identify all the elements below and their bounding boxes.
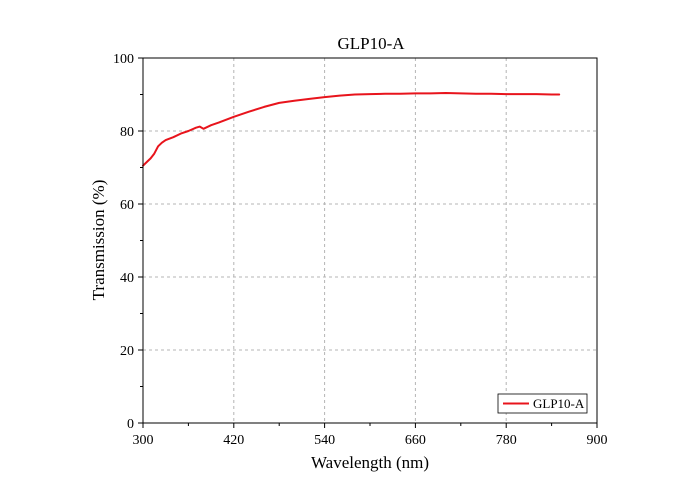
series-layer — [142, 92, 561, 167]
y-tick-label: 80 — [120, 125, 134, 140]
chart-title: GLP10-A — [337, 34, 405, 53]
legend: GLP10-A — [497, 393, 588, 414]
x-tick-label: 780 — [496, 433, 517, 448]
x-tick-label: 420 — [223, 433, 244, 448]
y-tick-label: 0 — [127, 417, 134, 432]
y-tick-label: 20 — [120, 344, 134, 359]
x-tick-label: 660 — [405, 433, 426, 448]
x-axis-title: Wavelength (nm) — [311, 453, 429, 472]
x-tick-label: 540 — [314, 433, 335, 448]
plot-frame — [142, 57, 598, 424]
y-axis-title: Transmission (%) — [89, 180, 108, 301]
y-tick-label: 40 — [120, 271, 134, 286]
y-tick-label: 60 — [120, 198, 134, 213]
ticks: 300 420 540 660 780 900 0 20 40 60 80 100 — [113, 52, 608, 448]
legend-box — [497, 393, 588, 414]
x-tick-label: 900 — [587, 433, 608, 448]
series-line — [142, 92, 561, 167]
x-tick-label: 300 — [133, 433, 154, 448]
grid — [143, 58, 597, 423]
legend-label: GLP10-A — [533, 396, 585, 411]
y-tick-label: 100 — [113, 52, 134, 67]
